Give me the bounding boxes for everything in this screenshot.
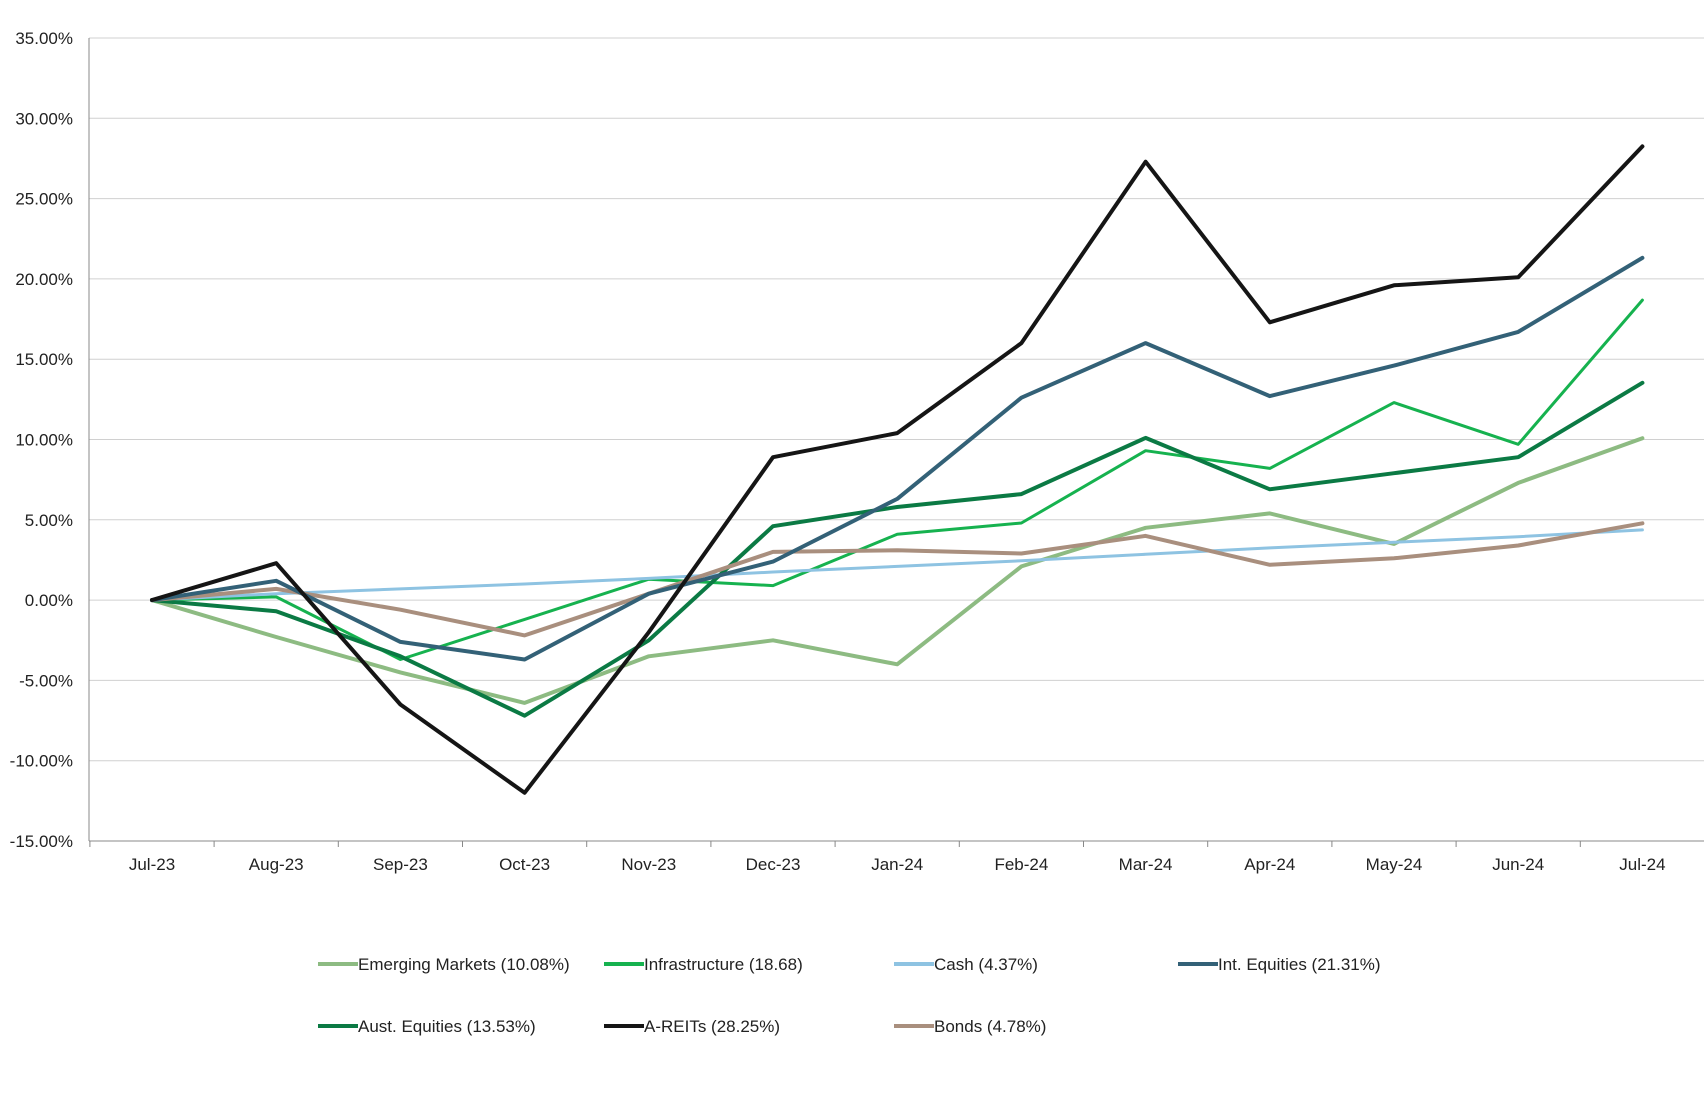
legend-label: Emerging Markets (10.08%): [358, 955, 570, 974]
x-tick-label: Mar-24: [1119, 855, 1173, 874]
series-line-0: [150, 436, 1645, 705]
y-tick-label: 10.00%: [15, 431, 73, 450]
series-line-3: [150, 255, 1645, 662]
legend-entry: A-REITs (28.25%): [604, 1017, 780, 1036]
legend-entry: Emerging Markets (10.08%): [318, 955, 570, 974]
legend: Emerging Markets (10.08%) Infrastructure …: [318, 955, 1381, 1036]
x-tick-label: Jul-24: [1619, 855, 1665, 874]
gridlines: [89, 37, 1704, 762]
legend-label: Cash (4.37%): [934, 955, 1038, 974]
y-tick-label: 15.00%: [15, 350, 73, 369]
x-tick-label: Jun-24: [1492, 855, 1544, 874]
series-lines: [150, 144, 1645, 795]
legend-label: Infrastructure (18.68): [644, 955, 803, 974]
x-tick-label: Dec-23: [746, 855, 801, 874]
legend-entry: Int. Equities (21.31%): [1178, 955, 1381, 974]
y-tick-label: -15.00%: [10, 832, 73, 851]
series-line-5: [150, 144, 1645, 795]
y-tick-label: 5.00%: [25, 511, 73, 530]
x-tick-label: Aug-23: [249, 855, 304, 874]
legend-label: Int. Equities (21.31%): [1218, 955, 1381, 974]
x-tick-label: Feb-24: [994, 855, 1048, 874]
y-tick-label: 35.00%: [15, 29, 73, 48]
legend-label: Aust. Equities (13.53%): [358, 1017, 536, 1036]
legend-entry: Bonds (4.78%): [894, 1017, 1046, 1036]
y-tick-label: -5.00%: [19, 671, 73, 690]
x-tick-label: Jul-23: [129, 855, 175, 874]
legend-entry: Aust. Equities (13.53%): [318, 1017, 536, 1036]
y-tick-label: 25.00%: [15, 190, 73, 209]
x-tick-label: Sep-23: [373, 855, 428, 874]
y-axis-tick-labels: 35.00% 30.00% 25.00% 20.00% 15.00% 10.00% 5.00…: [10, 29, 73, 851]
y-tick-label: -10.00%: [10, 752, 73, 771]
legend-label: Bonds (4.78%): [934, 1017, 1046, 1036]
x-tick-label: Nov-23: [621, 855, 676, 874]
y-tick-label: 20.00%: [15, 270, 73, 289]
series-line-4: [150, 380, 1645, 718]
series-line-1: [150, 298, 1644, 661]
x-axis-tick-labels: Jul-23 Aug-23 Sep-23 Oct-23 Nov-23 Dec-23 Jan-…: [129, 855, 1666, 874]
legend-label: A-REITs (28.25%): [644, 1017, 780, 1036]
x-tick-label: Oct-23: [499, 855, 550, 874]
y-tick-label: 0.00%: [25, 591, 73, 610]
x-tick-label: Apr-24: [1244, 855, 1295, 874]
legend-entry: Infrastructure (18.68): [604, 955, 803, 974]
legend-entry: Cash (4.37%): [894, 955, 1038, 974]
x-tick-label: Jan-24: [871, 855, 923, 874]
series-line-6: [150, 521, 1645, 638]
y-tick-label: 30.00%: [15, 109, 73, 128]
axes: [88, 38, 1704, 847]
series-line-2: [150, 528, 1644, 602]
x-tick-label: May-24: [1366, 855, 1423, 874]
